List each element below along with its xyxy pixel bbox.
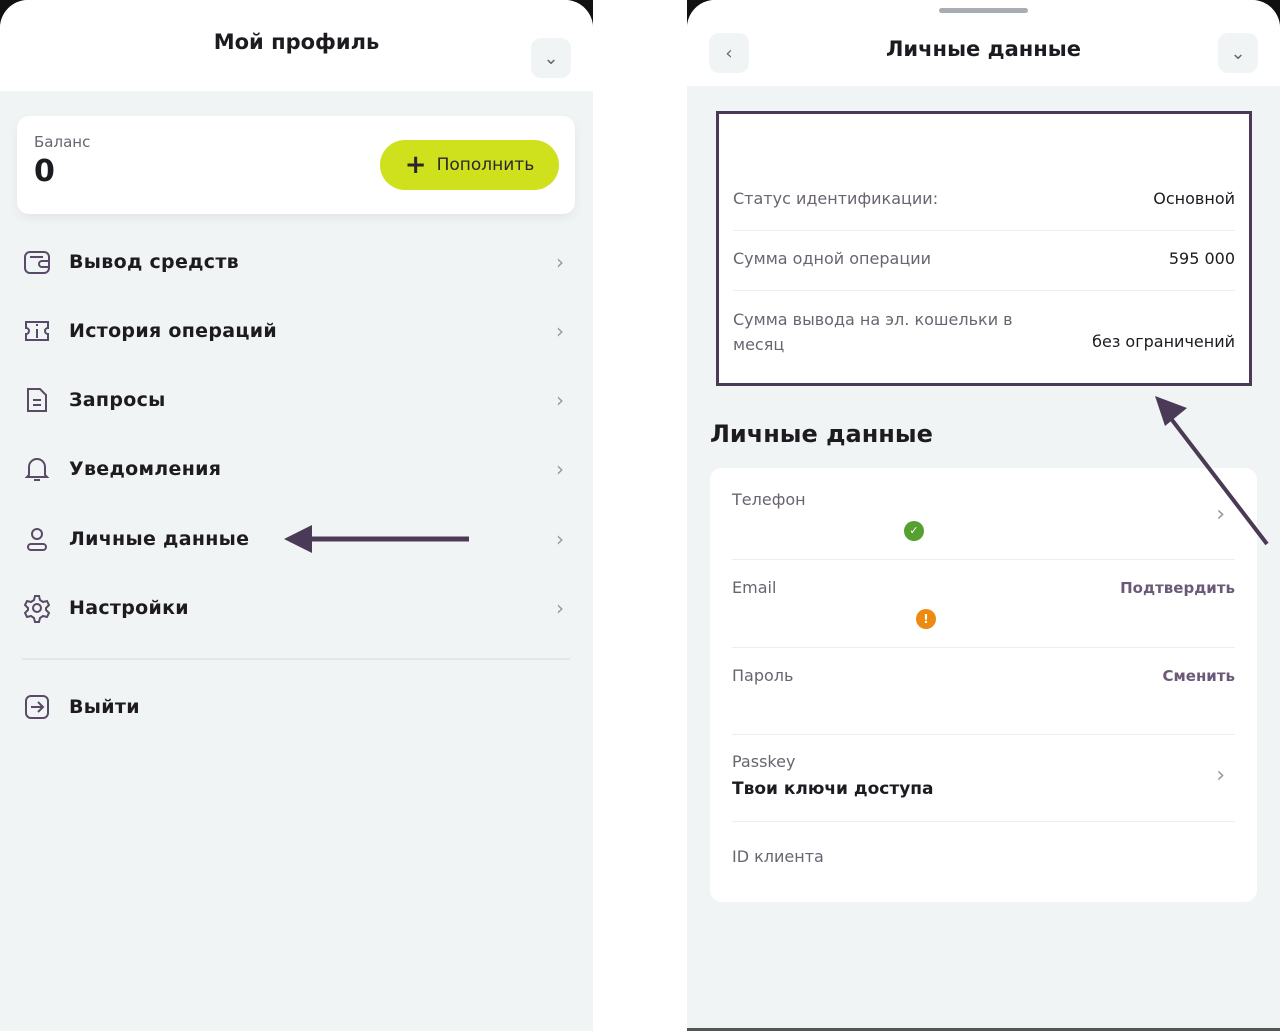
profile-screen: Мой профиль ⌄ Баланс 0 + Пополнить Вывод… (0, 0, 593, 1031)
chevron-right-icon: › (556, 457, 564, 481)
gear-icon (23, 595, 51, 623)
drag-handle[interactable] (939, 8, 1028, 13)
menu-label: Настройки (69, 597, 189, 619)
field-label: Телефон (732, 490, 806, 509)
phone-row[interactable]: Телефон ✓ › (732, 468, 1235, 560)
menu-label: Уведомления (69, 458, 222, 480)
logout-label: Выйти (69, 696, 140, 718)
client-id-row: ID клиента (732, 822, 1235, 902)
user-icon (27, 528, 47, 551)
annotation-arrow-icon (1155, 396, 1269, 546)
ticket-icon (25, 321, 49, 341)
personal-data-screen: ‹ Личные данные ⌄ Статус идентификации: … (687, 0, 1280, 1031)
email-row: Email Подтвердить ! (732, 560, 1235, 648)
chevron-down-icon: ⌄ (1230, 42, 1246, 64)
limit-row: Статус идентификации: Основной (733, 169, 1235, 231)
limit-label: Сумма одной операции (733, 249, 931, 268)
limit-value: 595 000 (1168, 249, 1235, 268)
password-row: Пароль Сменить (732, 648, 1235, 735)
menu-label: Запросы (69, 389, 166, 411)
page-title: Личные данные (885, 37, 1081, 61)
field-label: Email (732, 578, 777, 597)
chevron-left-icon: ‹ (725, 42, 733, 64)
menu-item-personal-data[interactable]: Личные данные › (22, 516, 572, 562)
balance-label: Баланс (34, 133, 91, 151)
change-password-link[interactable]: Сменить (1162, 667, 1236, 685)
limits-card: Статус идентификации: Основной Сумма одн… (716, 111, 1252, 386)
logout-icon (25, 695, 49, 719)
chevron-right-icon: › (556, 319, 564, 343)
collapse-button[interactable]: ⌄ (531, 38, 571, 78)
limit-label: Сумма вывода на эл. кошельки в месяц (733, 310, 1013, 354)
balance-value: 0 (34, 154, 55, 189)
section-title: Личные данные (710, 420, 933, 448)
menu-label: История операций (69, 320, 277, 342)
page-title: Мой профиль (213, 30, 380, 54)
verified-check-icon: ✓ (904, 521, 924, 541)
field-label: ID клиента (732, 847, 824, 866)
chevron-right-icon: › (556, 388, 564, 412)
limit-value: без ограничений (1092, 332, 1235, 351)
divider (22, 658, 570, 660)
passkey-value: Твои ключи доступа (732, 779, 934, 799)
chevron-right-icon: › (556, 250, 564, 274)
chevron-right-icon: › (556, 527, 564, 551)
header: ‹ Личные данные ⌄ (687, 0, 1280, 86)
warning-icon: ! (916, 609, 936, 629)
wallet-icon (24, 251, 50, 274)
limit-value: Основной (1153, 189, 1235, 208)
chevron-right-icon: › (556, 596, 564, 620)
chevron-right-icon: › (1216, 502, 1225, 527)
chevron-down-icon: ⌄ (543, 47, 559, 69)
annotation-arrow-icon (284, 525, 469, 553)
document-icon (27, 388, 47, 412)
header: Мой профиль ⌄ (0, 0, 593, 91)
plus-icon: + (404, 150, 427, 180)
menu-item-settings[interactable]: Настройки › (22, 585, 572, 631)
limit-row: Сумма вывода на эл. кошельки в месяц без… (733, 291, 1235, 371)
menu-label: Личные данные (69, 528, 250, 550)
topup-label: Пополнить (436, 155, 535, 175)
personal-data-card: Телефон ✓ › Email Подтвердить ! Пароль С… (710, 468, 1257, 902)
confirm-email-link[interactable]: Подтвердить (1120, 579, 1235, 597)
field-label: Passkey (732, 752, 796, 771)
field-label: Пароль (732, 666, 794, 685)
menu-item-requests[interactable]: Запросы › (22, 377, 572, 423)
chevron-right-icon: › (1216, 763, 1225, 788)
logout-button[interactable]: Выйти (22, 684, 572, 730)
bell-icon (24, 458, 50, 481)
topup-button[interactable]: + Пополнить (380, 140, 559, 190)
limit-label: Статус идентификации: (733, 189, 939, 208)
menu-item-withdraw[interactable]: Вывод средств › (22, 239, 572, 285)
back-button[interactable]: ‹ (709, 33, 749, 73)
menu-item-notifications[interactable]: Уведомления › (22, 446, 572, 492)
limit-row: Сумма одной операции 595 000 (733, 231, 1235, 291)
menu-item-history[interactable]: История операций › (22, 308, 572, 354)
passkey-row[interactable]: Passkey Твои ключи доступа › (732, 735, 1235, 822)
balance-card: Баланс 0 + Пополнить (17, 116, 575, 214)
collapse-button[interactable]: ⌄ (1218, 33, 1258, 73)
menu-label: Вывод средств (69, 251, 239, 273)
